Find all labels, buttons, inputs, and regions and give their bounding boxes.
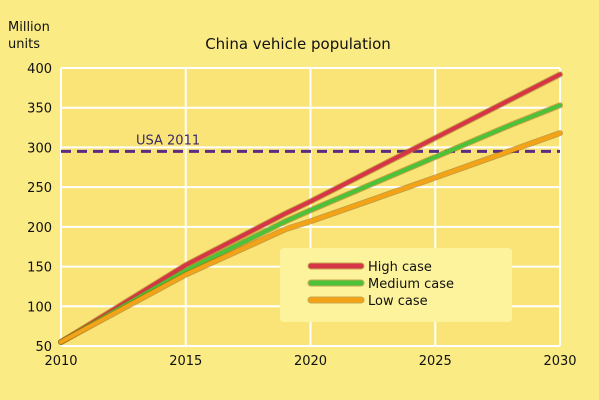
y-tick-label: 50 [35, 340, 52, 355]
y-tick-label: 350 [27, 102, 52, 117]
chart-title: China vehicle population [205, 35, 391, 53]
series-line-medium-case [59, 103, 562, 344]
x-tick-label: 2025 [419, 354, 452, 369]
series-line-high-case [59, 72, 562, 344]
y-tick-label: 300 [27, 141, 52, 156]
legend-label: Medium case [368, 277, 454, 292]
y-axis-label-line-2: units [8, 37, 40, 52]
reference-line-group: USA 2011 [61, 133, 560, 153]
x-tick-label: 2020 [294, 354, 327, 369]
y-tick-label: 400 [27, 62, 52, 77]
y-tick-labels: 50 100 150 200 250 300 350 400 [27, 62, 52, 355]
y-tick-label: 200 [27, 221, 52, 236]
legend-label: High case [368, 260, 432, 275]
x-tick-labels: 2010 2015 2020 2025 2030 [44, 354, 576, 369]
series-line-low-case [59, 131, 562, 344]
legend: High case Medium case Low case [280, 248, 512, 322]
legend-label: Low case [368, 294, 428, 309]
reference-line-label: USA 2011 [136, 133, 200, 148]
series-lines [58, 71, 563, 345]
y-tick-label: 150 [27, 261, 52, 276]
y-axis-label-line-1: Million [8, 20, 50, 35]
x-tick-label: 2030 [543, 354, 576, 369]
x-tick-label: 2015 [169, 354, 202, 369]
y-tick-label: 250 [27, 181, 52, 196]
y-tick-label: 100 [27, 300, 52, 315]
x-tick-label: 2010 [44, 354, 77, 369]
